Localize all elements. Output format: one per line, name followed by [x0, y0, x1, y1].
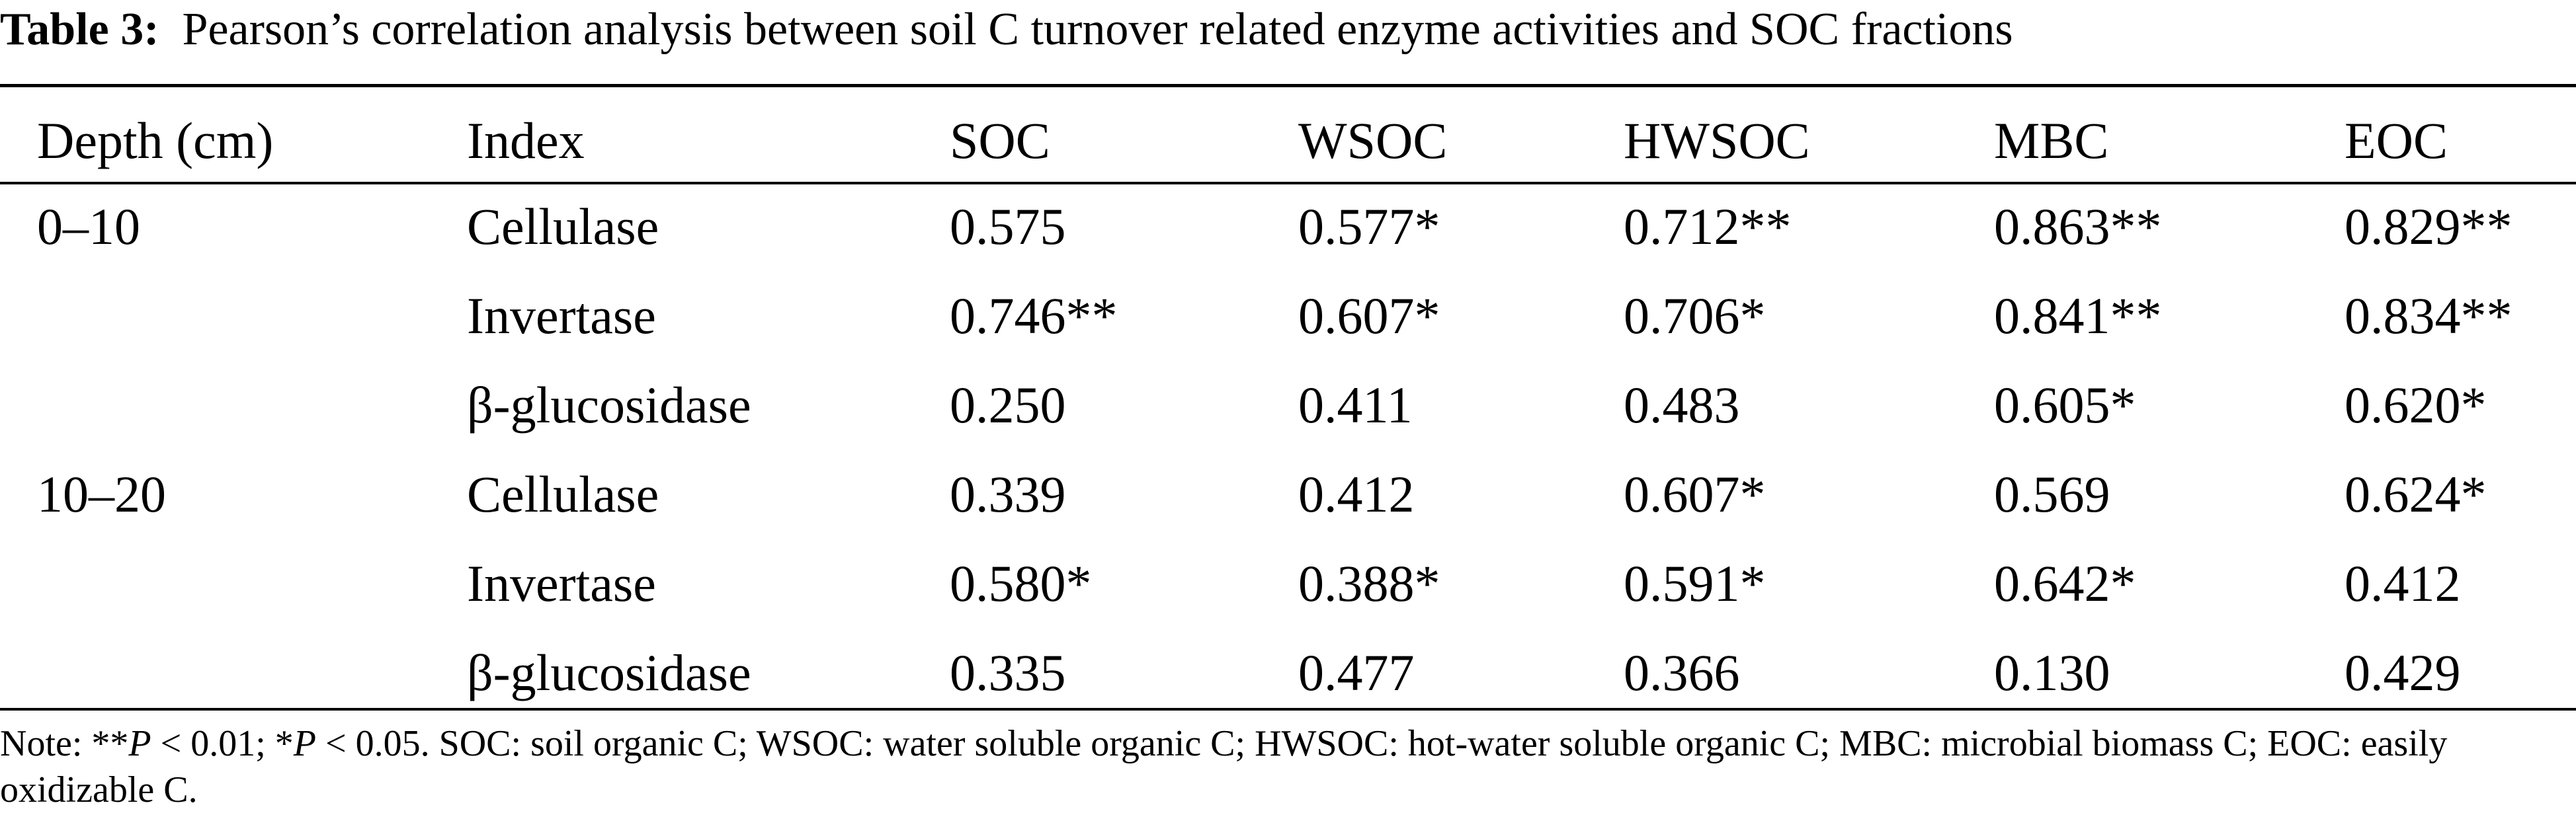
table-cell: 0.429 [2345, 643, 2461, 701]
table-cell: 0.746** [950, 286, 1118, 344]
table-caption-text: Pearson’s correlation analysis between s… [182, 4, 2013, 55]
table-cell: 0.863** [1994, 197, 2162, 255]
table-cell-depth [37, 628, 467, 717]
table-row: Invertase 0.746** 0.607* 0.706* 0.841** … [0, 271, 2576, 360]
header-cell-soc: SOC [950, 111, 1050, 169]
note-definitions: < 0.05. SOC: soil organic C; WSOC: water… [0, 723, 2448, 810]
table-cell: 0.388* [1298, 554, 1440, 612]
table-cell: 0.841** [1994, 286, 2162, 344]
table-cell: 0.620* [2345, 375, 2487, 434]
table-cell-index: Invertase [467, 286, 656, 344]
bottom-rule [0, 708, 2576, 711]
table-cell: 0.130 [1994, 643, 2110, 701]
table-cell-depth: 10–20 [37, 465, 166, 523]
table-cell: 0.712** [1624, 197, 1792, 255]
table-caption: Table 3: Pearson’s correlation analysis … [0, 0, 2576, 73]
header-cell-wsoc: WSOC [1298, 111, 1448, 169]
table-cell: 0.483 [1624, 375, 1740, 434]
note-p-symbol: P [128, 723, 151, 764]
table-cell-index: β-glucosidase [467, 643, 751, 701]
table-cell: 0.624* [2345, 465, 2487, 523]
table-cell: 0.366 [1624, 643, 1740, 701]
header-row: Depth (cm) Index SOC WSOC HWSOC MBC EOC [0, 99, 2576, 182]
table-cell: 0.580* [950, 554, 1092, 612]
table-cell-index: β-glucosidase [467, 375, 751, 434]
header-rule [0, 182, 2576, 184]
header-cell-mbc: MBC [1994, 111, 2109, 169]
table-cell: 0.607* [1298, 286, 1440, 344]
table-cell: 0.605* [1994, 375, 2136, 434]
table-cell: 0.706* [1624, 286, 1766, 344]
table-row: β-glucosidase 0.250 0.411 0.483 0.605* 0… [0, 360, 2576, 449]
note-p-symbol: P [293, 723, 316, 764]
table-cell: 0.577* [1298, 197, 1440, 255]
header-cell-index: Index [467, 111, 585, 169]
top-rule [0, 84, 2576, 87]
table-row: 0–10 Cellulase 0.575 0.577* 0.712** 0.86… [0, 182, 2576, 271]
table-cell: 0.834** [2345, 286, 2513, 344]
table-row: β-glucosidase 0.335 0.477 0.366 0.130 0.… [0, 628, 2576, 717]
header-cell-hwsoc: HWSOC [1624, 111, 1810, 169]
table-cell: 0.335 [950, 643, 1066, 701]
table-cell: 0.412 [2345, 554, 2461, 612]
table-caption-label: Table 3: [0, 4, 159, 55]
table-cell-index: Invertase [467, 554, 656, 612]
table-cell: 0.575 [950, 197, 1066, 255]
table-row: 10–20 Cellulase 0.339 0.412 0.607* 0.569… [0, 449, 2576, 539]
table-cell-index: Cellulase [467, 465, 659, 523]
table-cell: 0.250 [950, 375, 1066, 434]
table-cell: 0.411 [1298, 375, 1413, 434]
table-cell: 0.829** [2345, 197, 2513, 255]
header-cell-depth: Depth (cm) [37, 111, 274, 169]
table-cell: 0.591* [1624, 554, 1766, 612]
header-cell-eoc: EOC [2345, 111, 2448, 169]
correlation-table: Depth (cm) Index SOC WSOC HWSOC MBC EOC … [0, 99, 2576, 717]
table-cell: 0.477 [1298, 643, 1415, 701]
table-cell: 0.569 [1994, 465, 2110, 523]
table-cell: 0.607* [1624, 465, 1766, 523]
table-cell-depth [37, 360, 467, 449]
note-threshold-1: < 0.01; * [151, 723, 294, 764]
table-cell-depth [37, 271, 467, 360]
table-cell-depth: 0–10 [37, 197, 140, 255]
table-cell-index: Cellulase [467, 197, 659, 255]
table-row: Invertase 0.580* 0.388* 0.591* 0.642* 0.… [0, 539, 2576, 628]
table-note: Note: **P < 0.01; *P < 0.05. SOC: soil o… [0, 720, 2576, 813]
table-cell: 0.642* [1994, 554, 2136, 612]
table-cell-depth [37, 539, 467, 628]
table-cell: 0.339 [950, 465, 1066, 523]
table-cell: 0.412 [1298, 465, 1415, 523]
note-prefix: Note: ** [0, 723, 129, 764]
